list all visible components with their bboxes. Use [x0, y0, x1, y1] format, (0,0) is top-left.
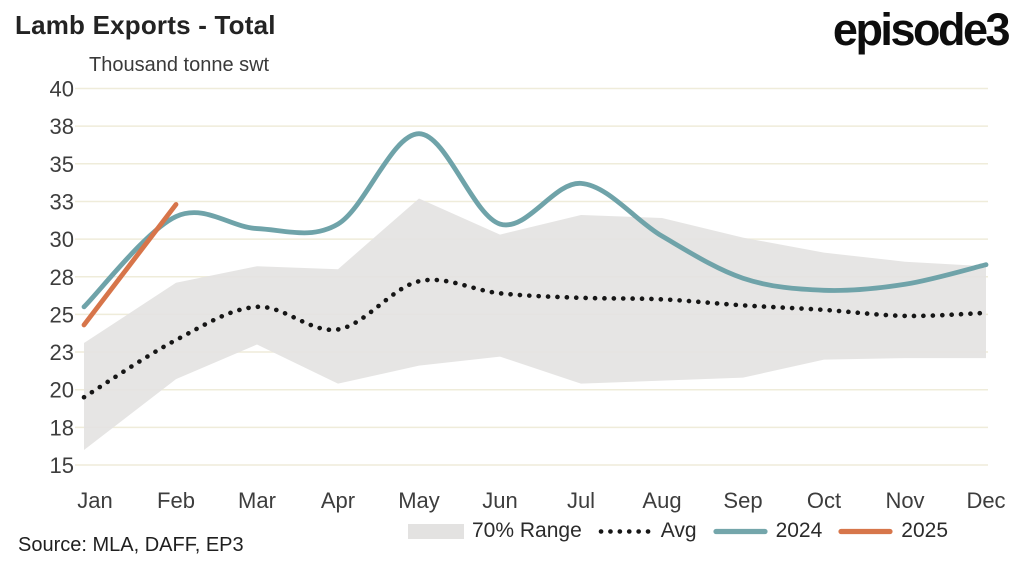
legend-item-avg: Avg: [597, 519, 697, 543]
y-axis-label: 38: [50, 114, 74, 139]
y-axis-label: 25: [50, 302, 74, 327]
y-axis-label: 33: [50, 189, 74, 214]
legend-swatch-dotted-icon: [598, 529, 653, 534]
band-70-range: [84, 198, 986, 450]
series-2024-line: [81, 131, 989, 310]
legend-swatch-line-icon: [838, 528, 893, 535]
x-axis-label: Apr: [321, 488, 355, 513]
x-axis-label: May: [398, 488, 440, 513]
x-axis-label: Mar: [238, 488, 276, 513]
legend-item-70-range: 70% Range: [408, 519, 582, 543]
y-axis-label: 30: [50, 227, 74, 252]
x-axis-label: Jul: [567, 488, 595, 513]
x-axis-label: Oct: [807, 488, 841, 513]
source-note: Source: MLA, DAFF, EP3: [18, 534, 244, 556]
legend-label: Avg: [660, 519, 697, 542]
y-axis-label: 35: [50, 152, 74, 177]
x-axis-label: Nov: [885, 488, 924, 513]
x-axis-label: Sep: [723, 488, 762, 513]
series-2025-line: [81, 202, 179, 328]
x-axis-label: Aug: [642, 488, 681, 513]
chart-legend: 70% Range Avg 2024 2025: [408, 519, 948, 543]
x-axis-label: Jan: [77, 488, 112, 513]
page-title: Lamb Exports - Total: [15, 10, 276, 40]
legend-label: 2024: [775, 519, 823, 542]
legend-item-2025: 2025: [837, 519, 948, 543]
y-axis-label: 40: [50, 77, 74, 102]
y-axis-label: 28: [50, 265, 74, 290]
y-axis-label: 23: [50, 340, 74, 365]
brand-logo: episode3: [832, 4, 1011, 55]
legend-item-2024: 2024: [712, 519, 823, 543]
y-axis-unit-label: Thousand tonne swt: [89, 54, 270, 76]
y-axis-label: 20: [50, 378, 74, 403]
x-axis-label: Feb: [157, 488, 195, 513]
y-axis-label: 15: [50, 453, 74, 478]
legend-label: 2025: [901, 519, 948, 542]
x-axis-label: Dec: [966, 488, 1005, 513]
x-axis-label: Jun: [482, 488, 517, 513]
series-avg-line: [81, 277, 989, 400]
legend-label: 70% Range: [472, 519, 582, 542]
legend-swatch-band-icon: [408, 524, 464, 539]
y-axis-label: 18: [50, 415, 74, 440]
legend-swatch-line-icon: [712, 528, 768, 535]
